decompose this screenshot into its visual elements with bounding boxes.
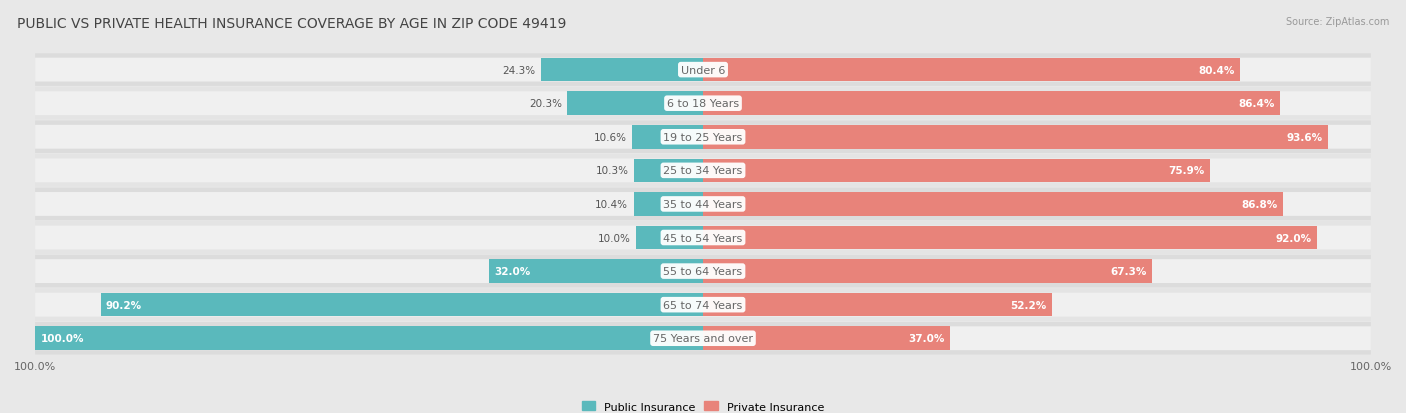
Bar [703, 193, 1282, 216]
Bar [568, 92, 703, 116]
FancyBboxPatch shape [35, 293, 1371, 317]
Text: 52.2%: 52.2% [1010, 300, 1046, 310]
FancyBboxPatch shape [35, 59, 1371, 82]
Bar [541, 59, 703, 82]
Text: 92.0%: 92.0% [1277, 233, 1312, 243]
FancyBboxPatch shape [35, 155, 1371, 187]
Text: PUBLIC VS PRIVATE HEALTH INSURANCE COVERAGE BY AGE IN ZIP CODE 49419: PUBLIC VS PRIVATE HEALTH INSURANCE COVER… [17, 17, 567, 31]
Text: 6 to 18 Years: 6 to 18 Years [666, 99, 740, 109]
FancyBboxPatch shape [35, 226, 1371, 250]
Bar [703, 293, 1052, 317]
Text: 67.3%: 67.3% [1111, 266, 1147, 276]
Bar [633, 126, 703, 149]
Text: 35 to 44 Years: 35 to 44 Years [664, 199, 742, 209]
Text: 25 to 34 Years: 25 to 34 Years [664, 166, 742, 176]
Bar [703, 126, 1329, 149]
Text: 55 to 64 Years: 55 to 64 Years [664, 266, 742, 276]
FancyBboxPatch shape [35, 322, 1371, 355]
Text: 20.3%: 20.3% [529, 99, 562, 109]
Text: 86.8%: 86.8% [1241, 199, 1277, 209]
Bar [703, 92, 1279, 116]
Text: 65 to 74 Years: 65 to 74 Years [664, 300, 742, 310]
Text: 10.0%: 10.0% [598, 233, 631, 243]
Text: 10.4%: 10.4% [595, 199, 628, 209]
Text: 75.9%: 75.9% [1168, 166, 1205, 176]
Text: 80.4%: 80.4% [1198, 65, 1234, 76]
Bar [101, 293, 703, 317]
FancyBboxPatch shape [35, 192, 1371, 216]
Bar [636, 226, 703, 249]
Legend: Public Insurance, Private Insurance: Public Insurance, Private Insurance [578, 396, 828, 413]
Text: 32.0%: 32.0% [495, 266, 531, 276]
FancyBboxPatch shape [35, 126, 1371, 150]
Text: 93.6%: 93.6% [1286, 133, 1323, 142]
Text: 45 to 54 Years: 45 to 54 Years [664, 233, 742, 243]
Text: 86.4%: 86.4% [1239, 99, 1275, 109]
FancyBboxPatch shape [35, 188, 1371, 221]
FancyBboxPatch shape [35, 88, 1371, 120]
Bar [703, 260, 1153, 283]
Bar [703, 159, 1211, 183]
Text: 75 Years and over: 75 Years and over [652, 333, 754, 344]
Text: Source: ZipAtlas.com: Source: ZipAtlas.com [1285, 17, 1389, 26]
Text: 19 to 25 Years: 19 to 25 Years [664, 133, 742, 142]
Text: 10.6%: 10.6% [593, 133, 627, 142]
Bar [703, 226, 1317, 249]
Bar [35, 327, 703, 350]
FancyBboxPatch shape [35, 289, 1371, 321]
Bar [703, 327, 950, 350]
Bar [634, 159, 703, 183]
Text: 37.0%: 37.0% [908, 333, 945, 344]
Bar [703, 59, 1240, 82]
Text: 100.0%: 100.0% [41, 333, 84, 344]
Text: 10.3%: 10.3% [596, 166, 628, 176]
FancyBboxPatch shape [35, 255, 1371, 288]
Text: 90.2%: 90.2% [105, 300, 142, 310]
FancyBboxPatch shape [35, 259, 1371, 283]
Text: Under 6: Under 6 [681, 65, 725, 76]
FancyBboxPatch shape [35, 159, 1371, 183]
FancyBboxPatch shape [35, 327, 1371, 350]
FancyBboxPatch shape [35, 54, 1371, 87]
Text: 24.3%: 24.3% [502, 65, 536, 76]
Bar [489, 260, 703, 283]
Bar [634, 193, 703, 216]
FancyBboxPatch shape [35, 121, 1371, 154]
FancyBboxPatch shape [35, 222, 1371, 254]
FancyBboxPatch shape [35, 92, 1371, 116]
